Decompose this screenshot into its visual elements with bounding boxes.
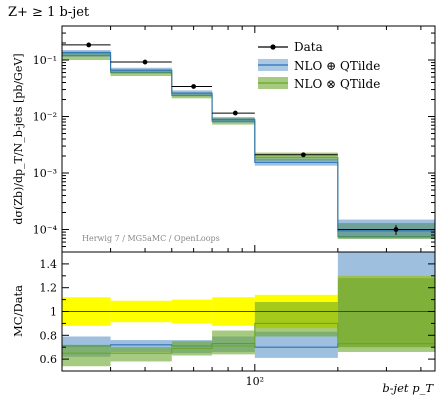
ratio-y-axis: 0.6 0.8 1 1.2 1.4	[40, 251, 435, 372]
legend-data-point-marker	[270, 44, 276, 50]
plot-title: Z+ ≥ 1 b-jet	[8, 5, 90, 20]
x-axis-label: b-jet p_T	[382, 381, 434, 395]
ratio-x-tick-label: 10²	[246, 375, 264, 388]
ratio-y-axis-label: MC/Data	[11, 285, 25, 337]
ratio-y-tick-label: 0.8	[40, 329, 58, 342]
main-panel: 10⁻¹ 10⁻² 10⁻³ 10⁻⁴ dσ(Zb)/dp_T/N_b-jets [p…	[12, 25, 436, 253]
ratio-band-bin	[254, 301, 338, 337]
main-y-tick-label: 10⁻⁴	[33, 224, 58, 237]
data-point	[191, 84, 197, 89]
main-y-tick-label: 10⁻³	[33, 167, 57, 180]
main-series-line	[62, 52, 435, 232]
main-y-axis-label: dσ(Zb)/dp_T/N_b-jets [pb/GeV]	[12, 53, 25, 224]
legend-nlo-plus-label: NLO ⊕ QTilde	[294, 59, 380, 73]
legend-nlo-times-label: NLO ⊗ QTilde	[294, 77, 380, 91]
data-point	[393, 227, 399, 232]
main-bands	[62, 50, 435, 239]
data-point	[232, 110, 238, 116]
ratio-band-bin	[110, 347, 172, 362]
legend: Data NLO ⊕ QTilde NLO ⊗ QTilde	[258, 40, 380, 91]
ratio-y-tick-label: 0.6	[40, 353, 58, 366]
generator-watermark: Herwig 7 / MG5aMC / OpenLoops	[82, 234, 220, 243]
legend-data-label: Data	[294, 40, 323, 54]
ratio-panel: 0.6 0.8 1 1.2 1.4 10² MC/Data b-jet p_T	[11, 251, 436, 395]
ratio-y-tick-label: 1	[50, 306, 57, 319]
ratio-x-axis: 10²	[61, 364, 422, 388]
data-point	[142, 59, 148, 65]
main-y-tick-label: 10⁻²	[33, 111, 57, 124]
main-y-axis: 10⁻¹ 10⁻² 10⁻³ 10⁻⁴	[33, 25, 435, 253]
ratio-y-tick-label: 1.2	[40, 282, 58, 295]
main-band-bin	[337, 219, 435, 239]
ratio-bands	[62, 252, 435, 367]
main-band-bin	[62, 50, 111, 57]
main-data-points	[62, 42, 435, 235]
main-band-bin	[254, 152, 338, 161]
data-point	[300, 152, 306, 158]
main-y-tick-label: 10⁻¹	[33, 54, 57, 67]
ratio-band-bin	[212, 330, 255, 355]
ratio-y-tick-label: 1.4	[40, 258, 58, 271]
ratio-series-line	[62, 322, 435, 354]
data-point	[86, 42, 92, 48]
ratio-band-bin	[62, 344, 111, 367]
ratio-band-bin	[110, 340, 172, 352]
ratio-band-bin	[337, 278, 435, 352]
main-x-minor-ticks	[61, 26, 422, 252]
